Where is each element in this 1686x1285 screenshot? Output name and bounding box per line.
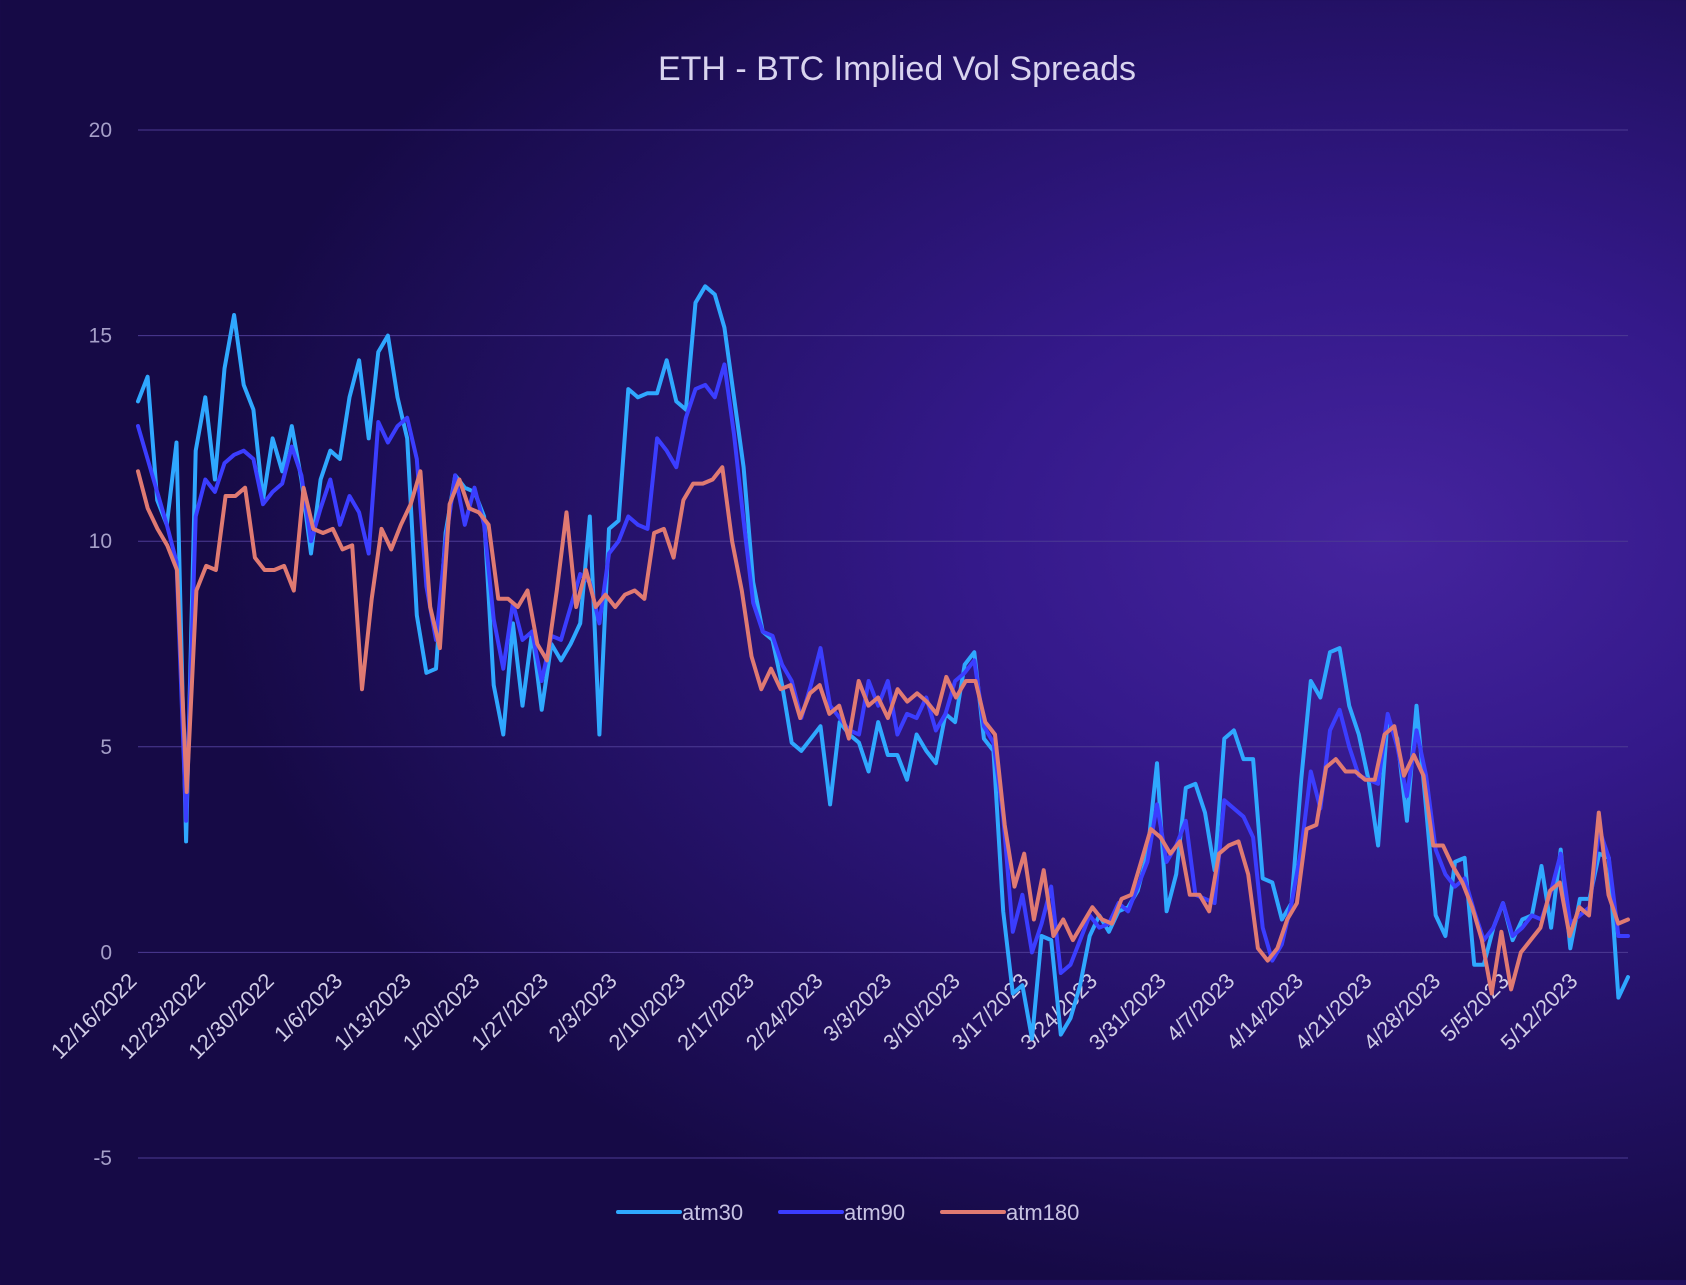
series-line-atm90 [136, 362, 1630, 975]
y-tick-label: 15 [89, 325, 112, 348]
y-tick-label: 0 [100, 941, 112, 964]
x-axis: 12/16/202212/23/202212/30/20221/6/20231/… [46, 968, 1583, 1064]
series-line-atm30 [136, 284, 1630, 1041]
legend-label-atm180: atm180 [1006, 1200, 1079, 1225]
y-tick-label: 20 [89, 119, 112, 142]
y-tick-label: -5 [93, 1147, 112, 1170]
y-tick-label: 5 [100, 736, 112, 759]
series-line-atm180 [136, 465, 1630, 996]
y-tick-label: 10 [89, 530, 112, 553]
legend: atm30 atm90 atm180 [616, 1200, 1079, 1225]
y-axis: -5 0 5 10 15 20 [89, 119, 112, 1170]
series-lines [136, 284, 1630, 1041]
chart-title: ETH - BTC Implied Vol Spreads [658, 50, 1136, 88]
legend-label-atm90: atm90 [844, 1200, 905, 1225]
legend-label-atm30: atm30 [682, 1200, 743, 1225]
